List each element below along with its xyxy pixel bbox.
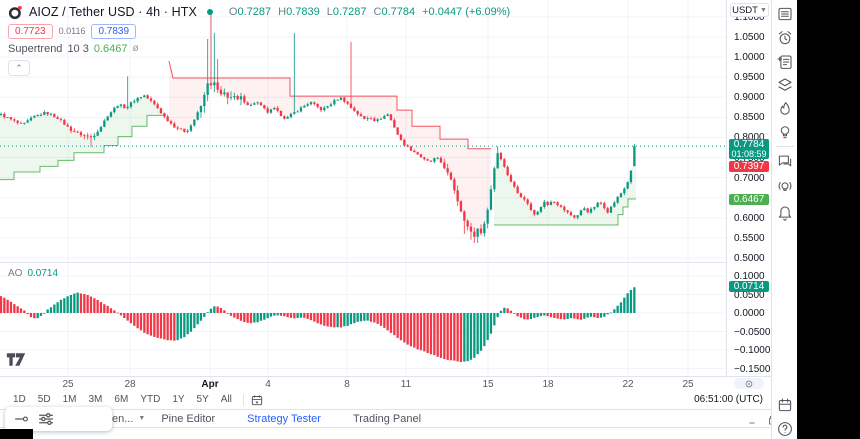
- price-tick: 0.5000: [734, 252, 765, 264]
- hotlists-icon[interactable]: [776, 100, 794, 118]
- indicator-value: 0.6467: [93, 42, 128, 55]
- price-tick: 0.8500: [734, 112, 765, 124]
- time-tick-25: 25: [682, 379, 694, 390]
- main-chart[interactable]: [0, 0, 726, 376]
- price-tick: 1.0000: [734, 52, 765, 64]
- supertrend-value-badge: 0.6467: [729, 193, 769, 205]
- watchlist-icon[interactable]: [776, 5, 794, 23]
- ao-tick: −0.1500: [734, 363, 771, 375]
- minimize-panel-icon[interactable]: [747, 413, 759, 431]
- indicator-options-icon[interactable]: ø: [132, 43, 139, 54]
- time-tick-15: 15: [482, 379, 494, 390]
- notes-icon[interactable]: [776, 53, 794, 71]
- tab-screener[interactable]: en... ▼: [112, 412, 146, 425]
- time-tick-4: 4: [265, 379, 271, 390]
- price-tick: 0.8000: [734, 132, 765, 144]
- range-button-1y[interactable]: 1Y: [172, 394, 185, 405]
- price-tick: 0.6000: [734, 212, 765, 224]
- range-button-all[interactable]: All: [220, 394, 232, 405]
- chart-legend: AIOZ / Tether USD · 4h · HTX O0.7287 H0.…: [8, 4, 510, 76]
- price-tick: 1.0500: [734, 32, 765, 43]
- bottom-toolbar: 1D 5D 1M 3M 6M YTD 1Y 5Y All 06:51:00 (UTC): [0, 390, 771, 410]
- time-tick-28: 28: [124, 379, 136, 390]
- price-tick: 0.9500: [734, 72, 765, 84]
- ao-legend: AO 0.0714: [8, 268, 58, 279]
- currency-toggle-button[interactable]: USDT ▼: [730, 3, 769, 17]
- axis-settings-icon[interactable]: [733, 378, 764, 389]
- tab-trading-panel[interactable]: Trading Panel: [352, 412, 422, 425]
- screen-black-region-right: [797, 0, 860, 439]
- calendar-icon[interactable]: [776, 396, 794, 414]
- price-axis[interactable]: USDT ▼ 1.1000 1.0500 1.0000 0.9500 0.9000 0.85…: [726, 0, 771, 376]
- ao-tick: 0.0500: [734, 289, 765, 301]
- ohlc-values: O0.7287 H0.7839 L0.7287 C0.7784 +0.0447 …: [228, 6, 511, 18]
- notifications-icon[interactable]: [776, 204, 794, 222]
- time-tick-18: 18: [542, 379, 554, 390]
- range-button-5d[interactable]: 5D: [37, 394, 51, 405]
- range-button-1d[interactable]: 1D: [13, 394, 26, 405]
- axis-corner: [726, 376, 771, 390]
- range-button-3m[interactable]: 3M: [88, 394, 103, 405]
- sell-price-button[interactable]: 0.7723: [8, 23, 53, 39]
- ideas-icon[interactable]: [776, 123, 794, 141]
- tab-pine-editor[interactable]: Pine Editor: [161, 412, 216, 425]
- chevron-down-icon: ▼: [138, 415, 146, 422]
- sidebar-divider: [776, 146, 794, 147]
- ao-tick: 0.1000: [734, 271, 765, 282]
- market-status-dot[interactable]: [206, 9, 213, 15]
- time-tick-25: 25: [62, 379, 74, 390]
- buy-price-button[interactable]: 0.7839: [91, 23, 137, 39]
- range-button-ytd[interactable]: YTD: [140, 394, 161, 405]
- alerts-icon[interactable]: [776, 29, 794, 47]
- range-button-5y[interactable]: 5Y: [196, 394, 209, 405]
- bottom-tabs: en... ▼ Pine Editor Strategy Tester Tradi…: [0, 410, 771, 428]
- minds-icon[interactable]: [776, 178, 794, 196]
- indicator-params: 10 3: [67, 42, 89, 55]
- symbol-logo: [8, 5, 23, 20]
- range-button-6m[interactable]: 6M: [114, 394, 129, 405]
- range-button-1m[interactable]: 1M: [62, 394, 77, 405]
- tab-strategy-tester[interactable]: Strategy Tester: [247, 412, 321, 425]
- restore-pane-icon[interactable]: [13, 410, 31, 428]
- right-sidebar: [771, 0, 797, 439]
- prev-close-badge: 0.7397: [729, 161, 769, 173]
- ao-value: 0.0714: [27, 268, 59, 279]
- go-to-date-icon[interactable]: [250, 393, 264, 407]
- ao-tick: −0.0500: [734, 326, 771, 338]
- ao-value-badge: 0.0714: [729, 281, 769, 293]
- time-tick-Apr: Apr: [201, 379, 219, 390]
- toolbar-separator: [242, 393, 244, 406]
- price-tick: 0.5500: [734, 232, 765, 244]
- last-price-badge: 0.7784 01:08:59: [729, 139, 769, 160]
- screen-black-region-corner: [0, 429, 33, 439]
- spread-value: 0.0116: [58, 26, 86, 36]
- time-tick-11: 11: [400, 379, 412, 390]
- pane-controls-popover: [5, 407, 112, 431]
- tradingview-logo[interactable]: [6, 352, 26, 372]
- change-value: +0.0447 (+6.09%): [422, 6, 511, 18]
- utc-clock[interactable]: 06:51:00 (UTC): [694, 394, 763, 405]
- price-tick: 1.1000: [734, 11, 765, 23]
- indicator-name[interactable]: Supertrend: [8, 42, 63, 55]
- symbol-title[interactable]: AIOZ / Tether USD · 4h · HTX: [29, 5, 197, 19]
- ao-name[interactable]: AO: [8, 268, 23, 279]
- time-tick-8: 8: [344, 379, 350, 390]
- tradingview-window: AIOZ / Tether USD · 4h · HTX O0.7287 H0.…: [0, 0, 797, 439]
- ao-tick: −0.1000: [734, 345, 771, 356]
- time-axis[interactable]: 25 28 Apr 4 8 11 15 18 22 25: [0, 376, 726, 390]
- object-tree-icon[interactable]: [776, 76, 794, 94]
- ao-tick: 0.0000: [734, 308, 765, 319]
- settings-sliders-icon[interactable]: [37, 410, 55, 428]
- chevron-down-icon: ▼: [759, 6, 767, 14]
- price-tick: 0.9000: [734, 92, 765, 104]
- legend-collapse-button[interactable]: ⌃: [8, 60, 30, 76]
- time-tick-22: 22: [622, 379, 634, 390]
- help-icon[interactable]: [776, 420, 794, 438]
- chats-icon[interactable]: [776, 152, 794, 170]
- price-tick: 0.7000: [734, 172, 765, 184]
